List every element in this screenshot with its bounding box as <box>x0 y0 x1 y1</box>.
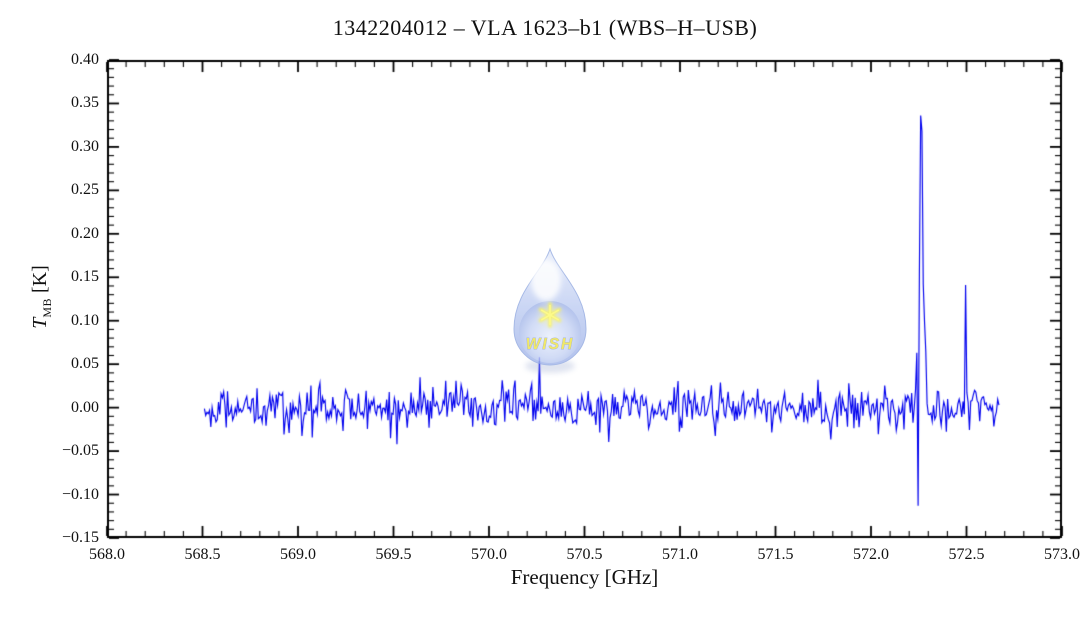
y-tick-label: 0.15 <box>71 268 99 286</box>
x-tick-label: 568.5 <box>184 546 221 563</box>
y-tick-label: 0.40 <box>71 51 99 68</box>
y-tick-label: 0.05 <box>71 355 99 373</box>
x-tick-label: 568.0 <box>89 546 125 563</box>
y-tick-label: 0.35 <box>71 94 99 112</box>
y-tick-label: −0.15 <box>61 529 99 546</box>
x-tick-label: 570.0 <box>471 546 507 563</box>
x-axis-label: Frequency [GHz] <box>510 565 659 589</box>
y-tick-label: 0.10 <box>71 311 99 329</box>
y-tick-label: 0.00 <box>71 398 99 416</box>
x-tick-label: 571.5 <box>757 546 794 563</box>
y-tick-label: 0.30 <box>71 137 99 155</box>
y-tick-label: 0.20 <box>71 224 99 242</box>
y-tick-label: −0.05 <box>61 442 99 460</box>
x-tick-label: 569.0 <box>280 546 316 563</box>
y-tick-label: 0.25 <box>71 181 99 199</box>
x-tick-label: 570.5 <box>566 546 603 563</box>
x-tick-label: 572.5 <box>948 546 985 563</box>
x-tick-label: 571.0 <box>662 546 698 563</box>
x-tick-label: 572.0 <box>853 546 889 563</box>
y-tick-label: −0.10 <box>61 485 99 503</box>
x-tick-label: 569.5 <box>375 546 412 563</box>
page-title: 1342204012 – VLA 1623–b1 (WBS–H–USB) <box>332 15 758 40</box>
x-tick-label: 573.0 <box>1044 546 1080 563</box>
